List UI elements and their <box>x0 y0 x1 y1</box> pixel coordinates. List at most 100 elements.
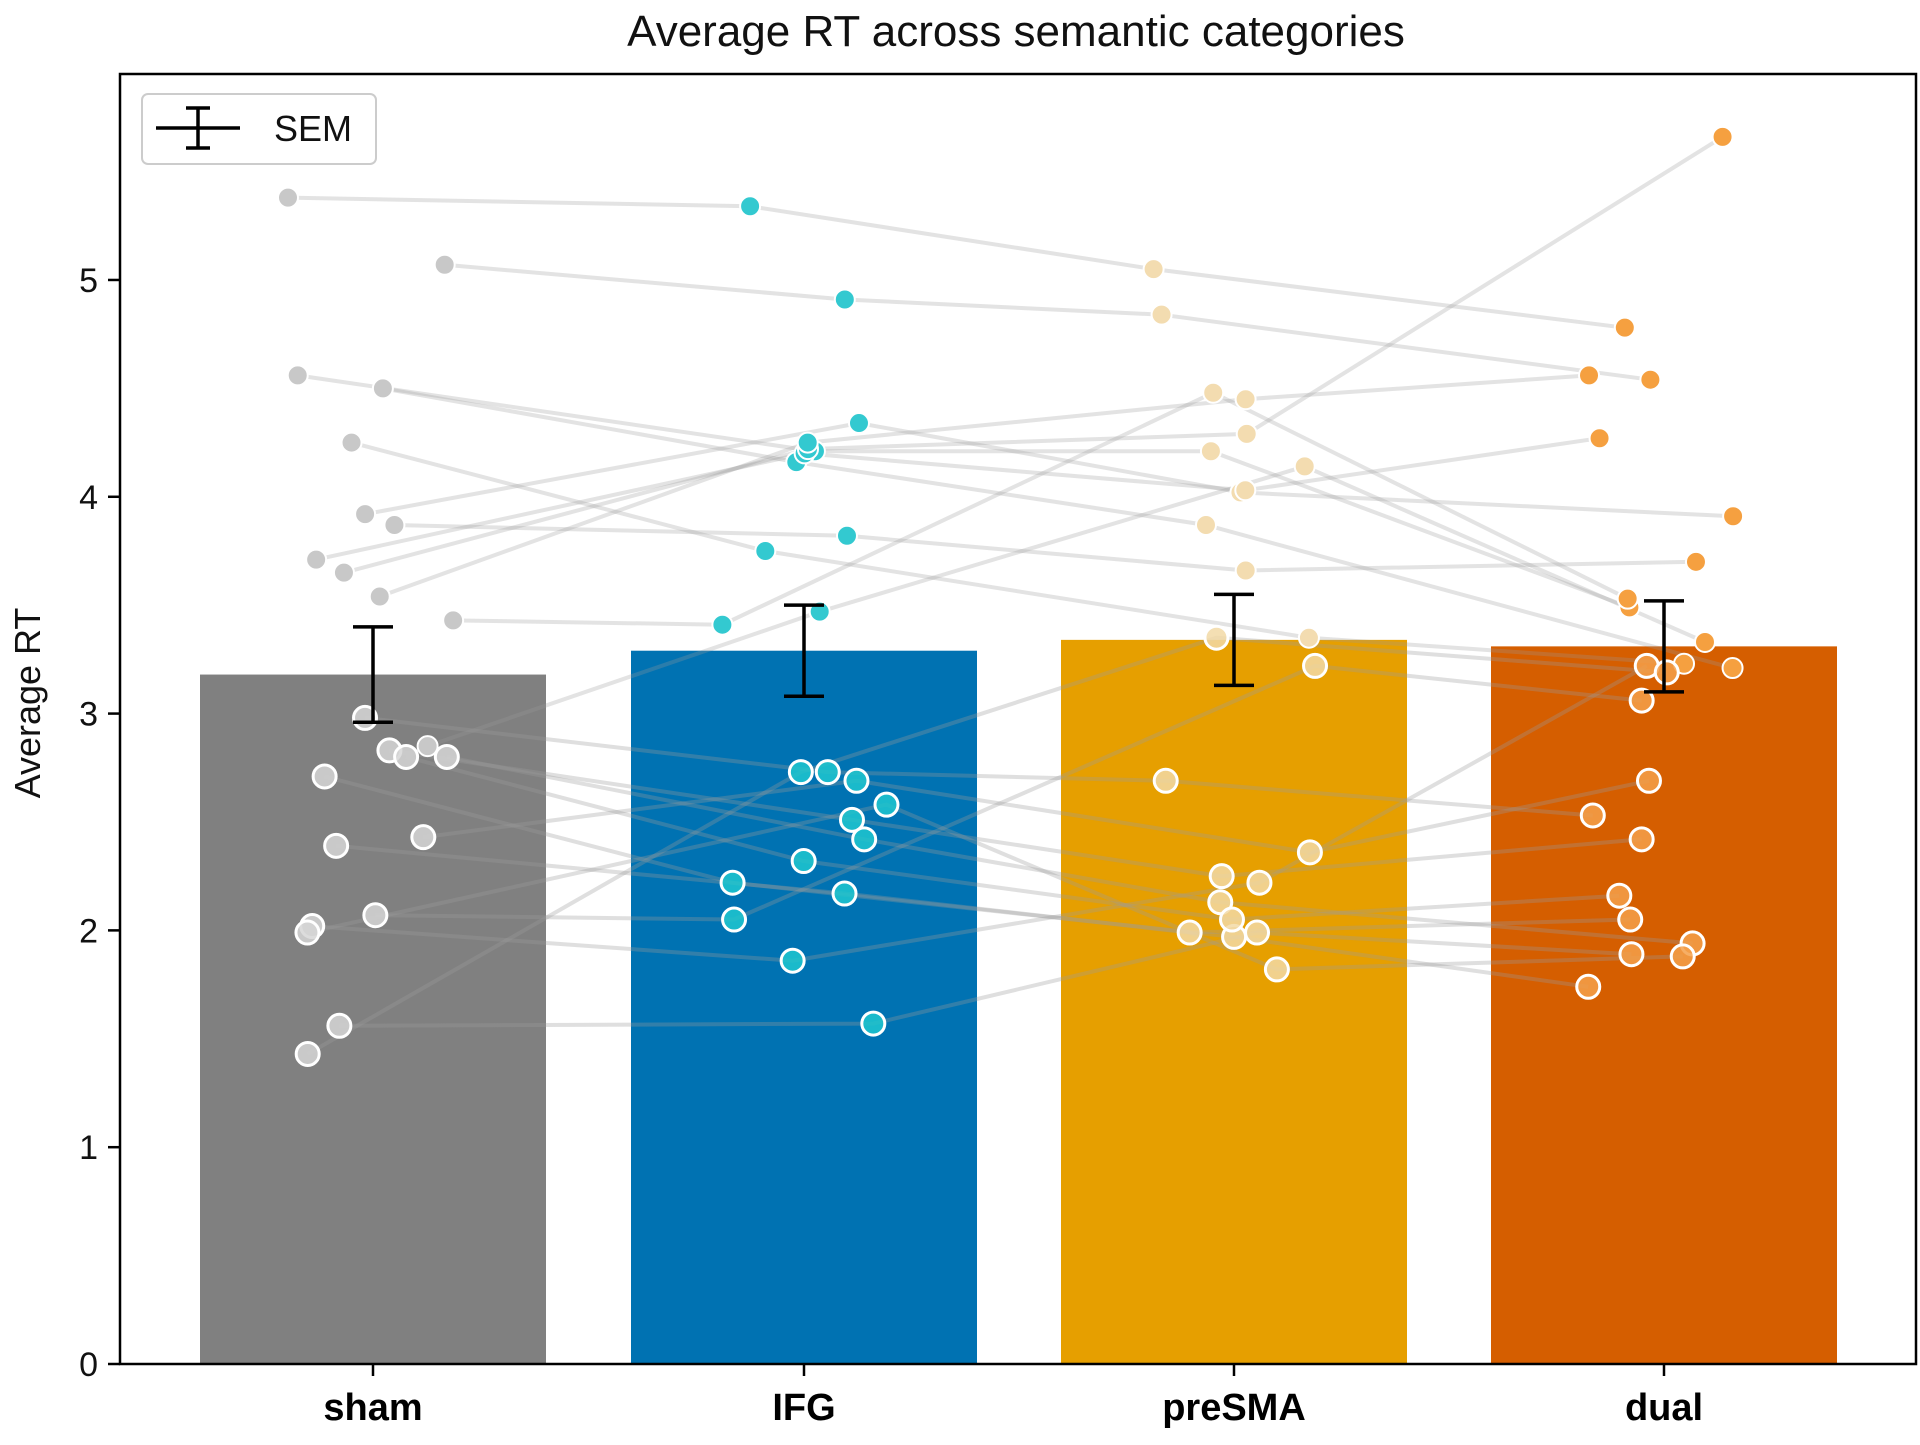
subject-point-sham <box>311 763 338 790</box>
subject-point-dual <box>1613 316 1636 339</box>
subject-point-IFG <box>835 524 858 547</box>
chart-title: Average RT across semantic categories <box>627 7 1405 56</box>
subject-point-sham <box>368 585 391 608</box>
subject-line-low <box>339 930 1632 1028</box>
legend-label-sem: SEM <box>274 108 352 149</box>
subject-point-preSMA <box>1302 652 1329 679</box>
subject-point-preSMA <box>1207 889 1234 916</box>
subject-point-sham <box>362 902 389 929</box>
subject-point-sham <box>294 1040 321 1067</box>
subject-point-preSMA <box>1296 839 1323 866</box>
subject-line-high <box>297 373 1631 610</box>
y-tick-label: 4 <box>79 479 98 517</box>
subject-point-IFG <box>833 288 856 311</box>
subject-point-sham <box>323 832 350 859</box>
plot-frame <box>118 72 1918 1366</box>
subject-point-dual <box>1617 906 1644 933</box>
subject-point-IFG <box>847 412 870 435</box>
subject-point-preSMA <box>1235 422 1258 445</box>
subject-point-IFG <box>831 880 858 907</box>
subject-line-low <box>364 715 1593 818</box>
subject-point-preSMA <box>1218 906 1245 933</box>
bar-IFG <box>631 650 977 1364</box>
subject-line-high <box>394 523 1697 573</box>
subject-point-dual <box>1635 767 1662 794</box>
subject-line-low <box>389 748 1642 879</box>
subject-line-high <box>382 386 1734 671</box>
x-tick-label-sham: sham <box>323 1387 422 1429</box>
subject-point-dual <box>1722 505 1745 528</box>
subject-point-dual <box>1669 943 1696 970</box>
subject-point-preSMA <box>1142 258 1165 281</box>
subject-point-IFG <box>814 759 841 786</box>
subject-point-sham <box>332 561 355 584</box>
subject-point-IFG <box>873 791 900 818</box>
subject-point-preSMA <box>1208 863 1235 890</box>
subject-point-IFG <box>787 759 814 786</box>
subject-line-low <box>335 843 1631 935</box>
subject-point-preSMA <box>1263 956 1290 983</box>
subject-line-high <box>364 421 1734 519</box>
x-tick-label-dual: dual <box>1625 1387 1703 1429</box>
subject-point-dual <box>1616 587 1639 610</box>
subject-point-dual <box>1693 631 1716 654</box>
subject-point-IFG <box>779 947 806 974</box>
subject-line-high <box>379 373 1590 599</box>
subject-point-dual <box>1628 687 1655 714</box>
subject-point-preSMA <box>1152 767 1179 794</box>
subject-point-IFG <box>796 431 819 454</box>
subject-line-low <box>324 774 1589 989</box>
subject-point-preSMA <box>1199 440 1222 463</box>
subject-point-sham <box>286 364 309 387</box>
subject-point-sham <box>393 743 420 770</box>
subject-point-sham <box>305 548 328 571</box>
subject-lines-layer <box>287 135 1734 1056</box>
subject-point-dual <box>1579 802 1606 829</box>
y-tick-label: 3 <box>79 696 98 734</box>
subject-line-high <box>453 390 1629 627</box>
subject-points-layer <box>277 125 1745 1067</box>
bar-sham <box>200 674 546 1364</box>
subject-point-dual <box>1653 659 1680 686</box>
subject-point-dual <box>1606 882 1633 909</box>
subject-point-sham <box>416 735 439 758</box>
error-bars-layer <box>353 592 1684 725</box>
y-tick-label: 2 <box>79 912 98 950</box>
subject-point-preSMA <box>1176 919 1203 946</box>
axes-layer: 0 1 2 3 4 5 sham IFG preSMA dual <box>79 72 1918 1429</box>
subject-line-high <box>426 464 1706 748</box>
subject-point-preSMA <box>1203 624 1230 651</box>
subject-point-preSMA <box>1202 381 1225 404</box>
subject-line-high <box>287 195 1626 330</box>
x-tick-label-IFG: IFG <box>772 1387 835 1429</box>
subject-point-IFG <box>754 539 777 562</box>
subject-point-preSMA <box>1246 869 1273 896</box>
subject-point-IFG <box>860 1010 887 1037</box>
subject-point-IFG <box>851 826 878 853</box>
x-tick-label-preSMA: preSMA <box>1162 1387 1306 1429</box>
subject-point-preSMA <box>1234 388 1257 411</box>
subject-point-sham <box>294 919 321 946</box>
subject-line-low <box>306 635 1667 1056</box>
subject-line-low <box>375 663 1642 922</box>
subject-point-sham <box>340 431 363 454</box>
bar-preSMA <box>1061 639 1407 1364</box>
subject-point-sham <box>354 503 377 526</box>
subject-line-low <box>405 754 1620 922</box>
subject-point-dual <box>1588 427 1611 450</box>
subject-line-low <box>306 802 1683 972</box>
subject-point-dual <box>1721 657 1744 680</box>
subject-point-dual <box>1578 364 1601 387</box>
subject-point-preSMA <box>1234 559 1257 582</box>
y-tick-label: 0 <box>79 1346 98 1384</box>
subject-point-dual <box>1575 973 1602 1000</box>
subject-point-dual <box>1618 941 1645 968</box>
subject-point-IFG <box>838 806 865 833</box>
subject-line-high <box>444 262 1651 382</box>
subject-point-IFG <box>721 906 748 933</box>
subject-point-IFG <box>739 195 762 218</box>
legend: SEM <box>141 93 377 165</box>
subject-point-preSMA <box>1194 513 1217 536</box>
subject-point-preSMA <box>1150 303 1173 326</box>
